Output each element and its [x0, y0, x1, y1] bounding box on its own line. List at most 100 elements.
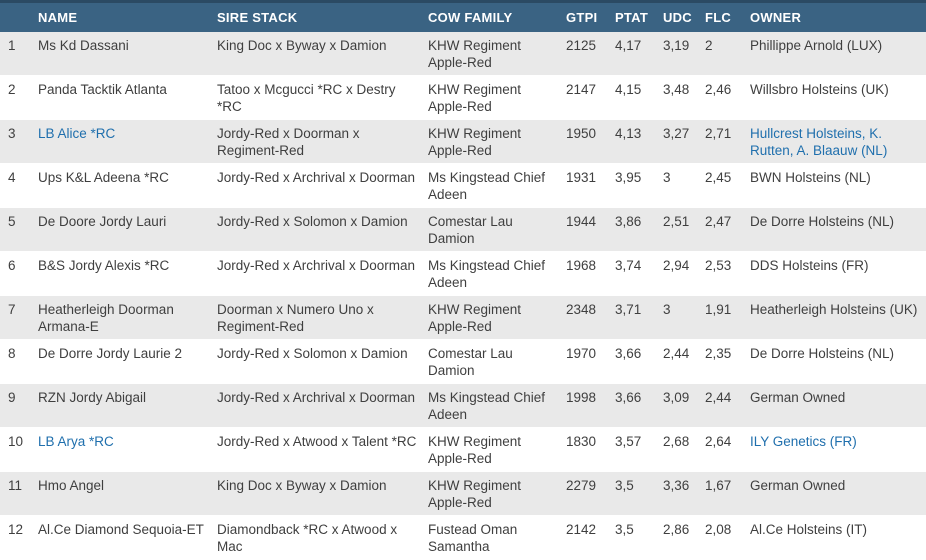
sire-stack-cell: King Doc x Byway x Damion: [217, 32, 428, 76]
table-row: 3 LB Alice *RC Jordy-Red x Doorman x Reg…: [0, 119, 926, 164]
ptat-cell: 4,13: [615, 119, 663, 164]
column-header-owner: OWNER: [750, 0, 926, 32]
table-row: 4 Ups K&L Adeena *RC Jordy-Red x Archriv…: [0, 163, 926, 208]
flc-cell: 1,91: [705, 295, 750, 340]
column-header-ptat: PTAT: [615, 0, 663, 32]
sire-stack-cell: King Doc x Byway x Damion: [217, 471, 428, 516]
udc-cell: 3: [663, 163, 705, 208]
name-cell: Al.Ce Diamond Sequoia-ET: [38, 515, 217, 560]
name-link[interactable]: LB Arya *RC: [38, 427, 217, 472]
udc-cell: 2,68: [663, 427, 705, 472]
owner-cell: German Owned: [750, 383, 926, 428]
owner-cell: Heatherleigh Holsteins (UK): [750, 295, 926, 340]
sire-stack-cell: Tatoo x Mcgucci *RC x Destry *RC: [217, 75, 428, 120]
owner-cell: DDS Holsteins (FR): [750, 251, 926, 296]
udc-cell: 3,36: [663, 471, 705, 516]
name-cell: Panda Tacktik Atlanta: [38, 75, 217, 120]
ptat-cell: 4,15: [615, 75, 663, 120]
rank-cell: 9: [0, 383, 38, 428]
table-row: 1 Ms Kd Dassani King Doc x Byway x Damio…: [0, 32, 926, 76]
udc-cell: 2,94: [663, 251, 705, 296]
udc-cell: 3,09: [663, 383, 705, 428]
gtpi-cell: 1830: [566, 427, 615, 472]
cow-family-cell: Ms Kingstead Chief Adeen: [428, 251, 566, 296]
gtpi-cell: 2142: [566, 515, 615, 560]
cow-family-cell: Comestar Lau Damion: [428, 207, 566, 252]
owner-cell: Willsbro Holsteins (UK): [750, 75, 926, 120]
cow-family-cell: Comestar Lau Damion: [428, 339, 566, 384]
table-row: 7 Heatherleigh Doorman Armana-E Doorman …: [0, 295, 926, 340]
flc-cell: 2,44: [705, 383, 750, 428]
flc-cell: 2,53: [705, 251, 750, 296]
sire-stack-cell: Jordy-Red x Archrival x Doorman: [217, 251, 428, 296]
ptat-cell: 4,17: [615, 32, 663, 76]
gtpi-cell: 2147: [566, 75, 615, 120]
cow-family-cell: KHW Regiment Apple-Red: [428, 427, 566, 472]
rank-cell: 10: [0, 427, 38, 472]
owner-cell: Al.Ce Holsteins (IT): [750, 515, 926, 560]
flc-cell: 2,35: [705, 339, 750, 384]
rank-cell: 6: [0, 251, 38, 296]
owner-cell: De Dorre Holsteins (NL): [750, 339, 926, 384]
table-row: 6 B&S Jordy Alexis *RC Jordy-Red x Archr…: [0, 251, 926, 296]
udc-cell: 3,19: [663, 32, 705, 76]
ptat-cell: 3,57: [615, 427, 663, 472]
rank-cell: 5: [0, 207, 38, 252]
ptat-cell: 3,86: [615, 207, 663, 252]
flc-cell: 2,08: [705, 515, 750, 560]
rank-cell: 3: [0, 119, 38, 164]
table-header-row: NAME SIRE STACK COW FAMILY GTPI PTAT UDC…: [0, 0, 926, 32]
gtpi-cell: 1950: [566, 119, 615, 164]
owner-link[interactable]: Hullcrest Holsteins, K. Rutten, A. Blaau…: [750, 119, 926, 164]
sire-stack-cell: Diamondback *RC x Atwood x Mac: [217, 515, 428, 560]
column-header-flc: FLC: [705, 0, 750, 32]
cow-family-cell: Ms Kingstead Chief Adeen: [428, 163, 566, 208]
table-row: 5 De Doore Jordy Lauri Jordy-Red x Solom…: [0, 207, 926, 252]
cow-family-cell: Ms Kingstead Chief Adeen: [428, 383, 566, 428]
ptat-cell: 3,66: [615, 339, 663, 384]
cow-family-cell: KHW Regiment Apple-Red: [428, 32, 566, 76]
gtpi-cell: 1931: [566, 163, 615, 208]
gtpi-cell: 1998: [566, 383, 615, 428]
owner-link[interactable]: ILY Genetics (FR): [750, 427, 926, 472]
ptat-cell: 3,5: [615, 471, 663, 516]
column-header-rank: [0, 0, 38, 32]
flc-cell: 2: [705, 32, 750, 76]
ptat-cell: 3,5: [615, 515, 663, 560]
rank-cell: 8: [0, 339, 38, 384]
column-header-gtpi: GTPI: [566, 0, 615, 32]
owner-cell: BWN Holsteins (NL): [750, 163, 926, 208]
table-row: 8 De Dorre Jordy Laurie 2 Jordy-Red x So…: [0, 339, 926, 384]
flc-cell: 1,67: [705, 471, 750, 516]
name-cell: RZN Jordy Abigail: [38, 383, 217, 428]
sire-stack-cell: Jordy-Red x Atwood x Talent *RC: [217, 427, 428, 472]
flc-cell: 2,64: [705, 427, 750, 472]
sire-stack-cell: Doorman x Numero Uno x Regiment-Red: [217, 295, 428, 340]
ptat-cell: 3,66: [615, 383, 663, 428]
udc-cell: 3,48: [663, 75, 705, 120]
name-link[interactable]: LB Alice *RC: [38, 119, 217, 164]
owner-cell: Phillippe Arnold (LUX): [750, 32, 926, 76]
cow-family-cell: Fustead Oman Samantha: [428, 515, 566, 560]
gtpi-cell: 1970: [566, 339, 615, 384]
table-body: 1 Ms Kd Dassani King Doc x Byway x Damio…: [0, 32, 926, 560]
sire-stack-cell: Jordy-Red x Solomon x Damion: [217, 207, 428, 252]
sire-stack-cell: Jordy-Red x Solomon x Damion: [217, 339, 428, 384]
gtpi-cell: 1968: [566, 251, 615, 296]
udc-cell: 2,86: [663, 515, 705, 560]
flc-cell: 2,45: [705, 163, 750, 208]
rank-cell: 2: [0, 75, 38, 120]
cow-family-cell: KHW Regiment Apple-Red: [428, 119, 566, 164]
udc-cell: 3: [663, 295, 705, 340]
table-row: 12 Al.Ce Diamond Sequoia-ET Diamondback …: [0, 515, 926, 560]
table-row: 9 RZN Jordy Abigail Jordy-Red x Archriva…: [0, 383, 926, 428]
column-header-sire-stack: SIRE STACK: [217, 0, 428, 32]
gtpi-cell: 2125: [566, 32, 615, 76]
column-header-cow-family: COW FAMILY: [428, 0, 566, 32]
name-cell: B&S Jordy Alexis *RC: [38, 251, 217, 296]
column-header-udc: UDC: [663, 0, 705, 32]
rank-cell: 1: [0, 32, 38, 76]
gtpi-cell: 2348: [566, 295, 615, 340]
ptat-cell: 3,71: [615, 295, 663, 340]
